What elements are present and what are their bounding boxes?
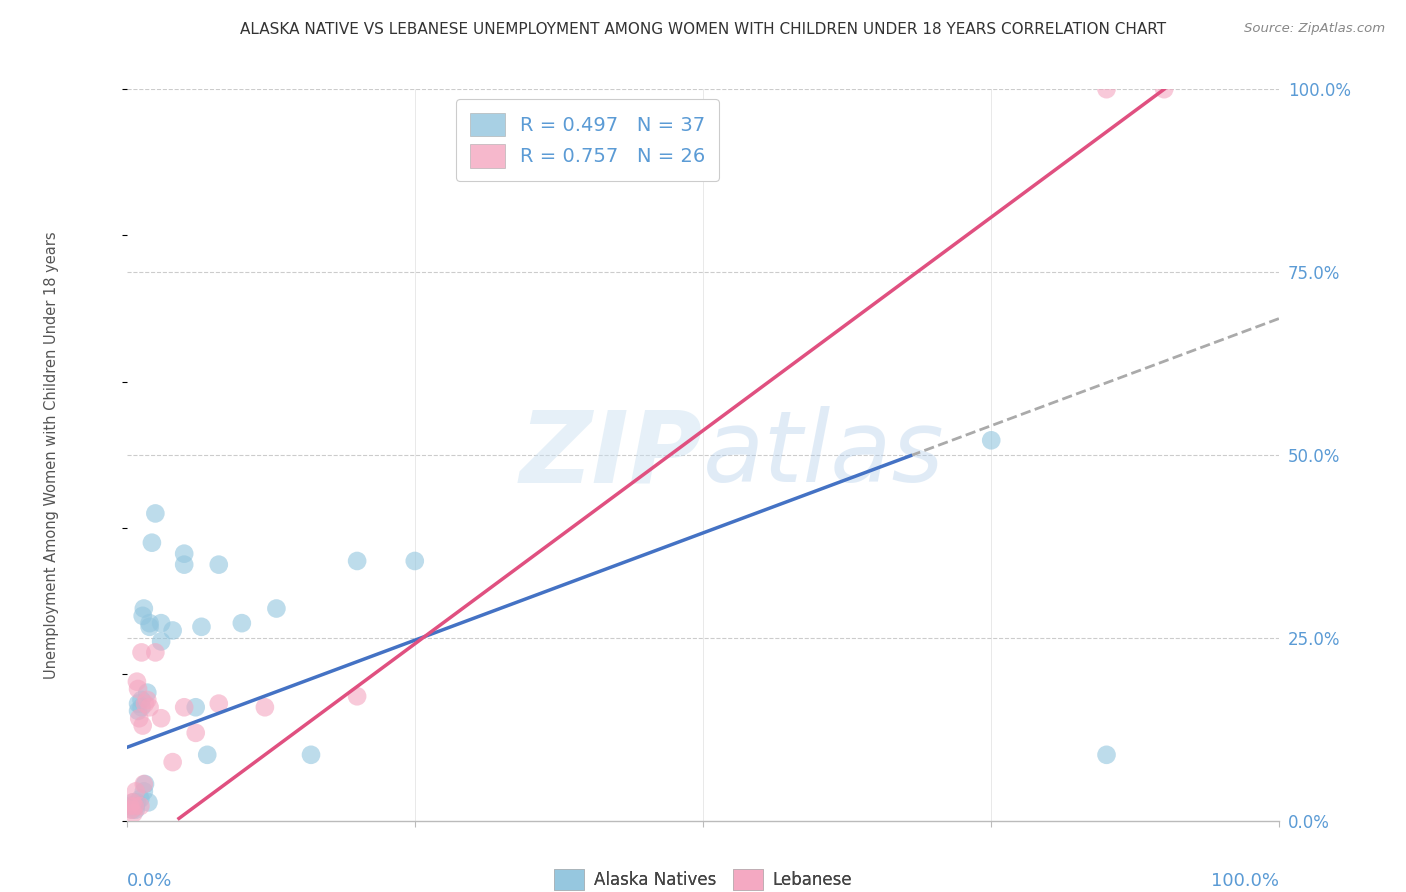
Point [125,674,148,689]
Point [404,554,426,568]
Point [132,601,155,615]
Text: 0.0%: 0.0% [127,871,172,890]
Point [125,784,148,798]
Point [208,558,231,572]
Point [138,620,160,634]
Point [1153,82,1175,96]
Text: ZIP: ZIP [520,407,703,503]
Point [162,755,184,769]
Legend: Alaska Natives, Lebanese: Alaska Natives, Lebanese [547,863,859,892]
Point [131,693,153,707]
Point [134,777,156,791]
Point [1095,747,1118,762]
Text: ALASKA NATIVE VS LEBANESE UNEMPLOYMENT AMONG WOMEN WITH CHILDREN UNDER 18 YEARS : ALASKA NATIVE VS LEBANESE UNEMPLOYMENT A… [240,22,1166,37]
Point [145,645,166,659]
Point [118,799,141,814]
Point [125,796,148,810]
Point [121,796,143,810]
Point [173,558,195,572]
Text: atlas: atlas [703,407,945,503]
Text: 100.0%: 100.0% [1212,871,1279,890]
Point [980,434,1002,448]
Point [127,704,149,718]
Point [145,507,166,521]
Point [141,535,163,549]
Point [132,784,155,798]
Point [120,803,142,817]
Point [150,634,173,648]
Point [124,799,146,814]
Point [128,711,150,725]
Point [136,686,159,700]
Point [129,799,152,814]
Text: Unemployment Among Women with Children Under 18 years: Unemployment Among Women with Children U… [44,231,59,679]
Point [127,697,149,711]
Point [150,616,173,631]
Point [266,601,288,615]
Point [162,624,184,638]
Point [131,645,153,659]
Point [127,681,149,696]
Point [346,554,368,568]
Point [131,700,153,714]
Point [253,700,276,714]
Point [122,806,145,821]
Point [132,777,155,791]
Point [138,616,160,631]
Point [121,803,143,817]
Point [131,718,153,732]
Point [118,799,141,814]
Point [138,700,160,714]
Point [136,693,159,707]
Point [131,608,153,623]
Point [129,791,152,805]
Point [195,747,218,762]
Point [1095,82,1118,96]
Text: Source: ZipAtlas.com: Source: ZipAtlas.com [1244,22,1385,36]
Point [208,697,231,711]
Point [299,747,322,762]
Point [190,620,212,634]
Point [134,697,156,711]
Point [184,700,207,714]
Point [184,726,207,740]
Point [125,799,148,814]
Point [346,690,368,704]
Point [150,711,173,725]
Point [173,547,195,561]
Point [122,796,145,810]
Point [231,616,253,631]
Point [173,700,195,714]
Point [138,796,160,810]
Point [125,803,148,817]
